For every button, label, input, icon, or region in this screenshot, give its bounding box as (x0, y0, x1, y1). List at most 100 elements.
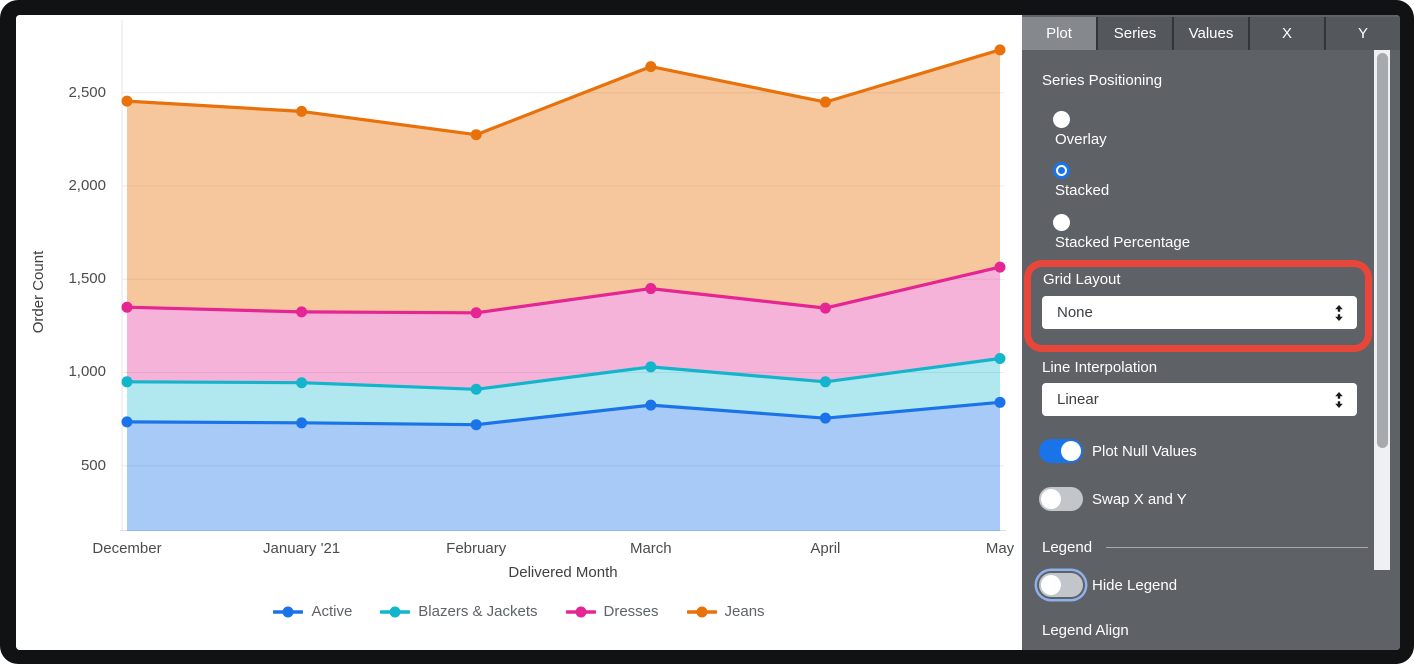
data-point[interactable] (819, 376, 831, 388)
data-point[interactable] (296, 417, 308, 429)
tab-y[interactable]: Y (1324, 17, 1400, 50)
y-axis-title: Order Count (30, 250, 47, 334)
legend-label: Blazers & Jackets (418, 603, 538, 620)
window-content: Order Count 500 1,000 1,500 2,000 2,500 Dece… (16, 15, 1400, 650)
radio-label: Overlay (1055, 130, 1107, 148)
grid-layout-dropdown[interactable]: None (1042, 296, 1357, 329)
y-tick-label: 2,000 (68, 176, 106, 194)
data-point[interactable] (645, 61, 657, 73)
data-point[interactable] (994, 44, 1006, 56)
legend-label: Jeans (724, 603, 765, 620)
tab-plot[interactable]: Plot (1022, 17, 1096, 50)
data-point[interactable] (121, 376, 133, 388)
data-point[interactable] (645, 399, 657, 411)
data-point[interactable] (296, 105, 308, 117)
data-point[interactable] (994, 261, 1006, 273)
area-active (127, 402, 1000, 531)
area-dresses (127, 267, 1000, 390)
data-point[interactable] (819, 412, 831, 424)
section-divider (1106, 546, 1368, 548)
x-tick-label: April (810, 540, 841, 557)
stacked-area-chart[interactable] (120, 20, 1006, 531)
settings-panel: Plot Series Values X Y Series Positioning Ov… (1022, 15, 1400, 650)
y-tick-label: 500 (80, 456, 106, 474)
tab-series[interactable]: Series (1096, 17, 1172, 50)
chart-panel: Order Count 500 1,000 1,500 2,000 2,500 Dece… (16, 15, 1022, 650)
x-axis-title: Delivered Month (508, 564, 618, 581)
x-tick-label: February (446, 540, 507, 557)
data-point[interactable] (470, 307, 482, 319)
swap-x-and-y-label: Swap X and Y (1092, 490, 1187, 508)
up-down-arrow-icon (1335, 304, 1343, 321)
radio-label: Stacked (1055, 182, 1110, 199)
data-point[interactable] (819, 96, 831, 108)
y-tick-label: 2,500 (68, 83, 106, 101)
legend-item-jeans[interactable]: Jeans (686, 603, 765, 620)
radio-option-stacked-percentage[interactable]: Stacked Percentage (1053, 213, 1191, 253)
plot-null-values-label: Plot Null Values (1092, 442, 1197, 460)
tab-values[interactable]: Values (1172, 17, 1248, 50)
radio-option-stacked[interactable]: Stacked (1053, 162, 1109, 201)
toggle-knob (1041, 489, 1061, 509)
toggle-knob (1041, 575, 1061, 595)
grid-layout-value: None (1057, 304, 1093, 321)
line-interpolation-value: Linear (1057, 391, 1099, 408)
chart-legend: Active Blazers & Jackets Dresses Jeans (16, 603, 1022, 620)
panel-scrollbar-thumb[interactable] (1376, 53, 1388, 448)
radio-circle[interactable] (1053, 162, 1070, 179)
data-point[interactable] (994, 352, 1006, 364)
data-point[interactable] (470, 419, 482, 431)
legend-section-title: Legend (1042, 538, 1093, 556)
line-interpolation-label: Line Interpolation (1042, 359, 1158, 376)
data-point[interactable] (819, 302, 831, 314)
x-tick-label: December (92, 540, 162, 557)
data-point[interactable] (121, 95, 133, 107)
data-point[interactable] (645, 283, 657, 295)
legend-item-active[interactable]: Active (273, 603, 352, 620)
series-blazers-&-jackets (121, 352, 1006, 395)
settings-tabbar: Plot Series Values X Y (1022, 17, 1400, 50)
radio-circle[interactable] (1053, 110, 1070, 128)
toggle-knob (1061, 441, 1081, 461)
area-blazers-&-jackets (127, 358, 1000, 425)
data-point[interactable] (994, 396, 1006, 408)
legend-section-header: Legend (1042, 537, 1368, 557)
data-point[interactable] (296, 306, 308, 318)
legend-label: Dresses (603, 603, 659, 620)
data-point[interactable] (645, 361, 657, 373)
grid-layout-label: Grid Layout (1043, 271, 1121, 288)
panel-scrollbar-track[interactable] (1374, 50, 1390, 570)
series-positioning-label: Series Positioning (1042, 72, 1163, 89)
radio-option-overlay[interactable]: Overlay (1053, 110, 1107, 150)
legend-marker-icon (686, 606, 717, 617)
tab-x[interactable]: X (1248, 17, 1324, 50)
legend-marker-icon (380, 606, 411, 617)
series-jeans (121, 44, 1006, 141)
hide-legend-toggle[interactable] (1039, 573, 1083, 597)
line-interpolation-dropdown[interactable]: Linear (1042, 383, 1357, 416)
up-down-arrow-icon (1335, 391, 1343, 408)
swap-x-and-y-toggle[interactable] (1039, 487, 1083, 511)
legend-marker-icon (565, 606, 596, 617)
radio-label: Stacked Percentage (1055, 233, 1191, 251)
hide-legend-label: Hide Legend (1092, 576, 1178, 594)
x-tick-label: May (985, 540, 1015, 557)
plot-null-values-toggle[interactable] (1039, 439, 1083, 463)
series-dresses (121, 261, 1006, 319)
y-tick-label: 1,500 (68, 270, 106, 288)
legend-item-blazers-&-jackets[interactable]: Blazers & Jackets (380, 603, 538, 620)
data-point[interactable] (296, 377, 308, 389)
data-point[interactable] (470, 383, 482, 395)
x-tick-label: March (629, 540, 672, 557)
radio-circle[interactable] (1053, 213, 1070, 231)
data-point[interactable] (121, 416, 133, 428)
legend-label: Active (311, 603, 353, 620)
y-tick-label: 1,000 (68, 363, 106, 381)
data-point[interactable] (470, 129, 482, 141)
legend-align-label: Legend Align (1042, 622, 1129, 639)
x-tick-label: January '21 (263, 540, 341, 557)
area-jeans (127, 49, 1000, 313)
legend-item-dresses[interactable]: Dresses (565, 603, 659, 620)
data-point[interactable] (121, 301, 133, 313)
